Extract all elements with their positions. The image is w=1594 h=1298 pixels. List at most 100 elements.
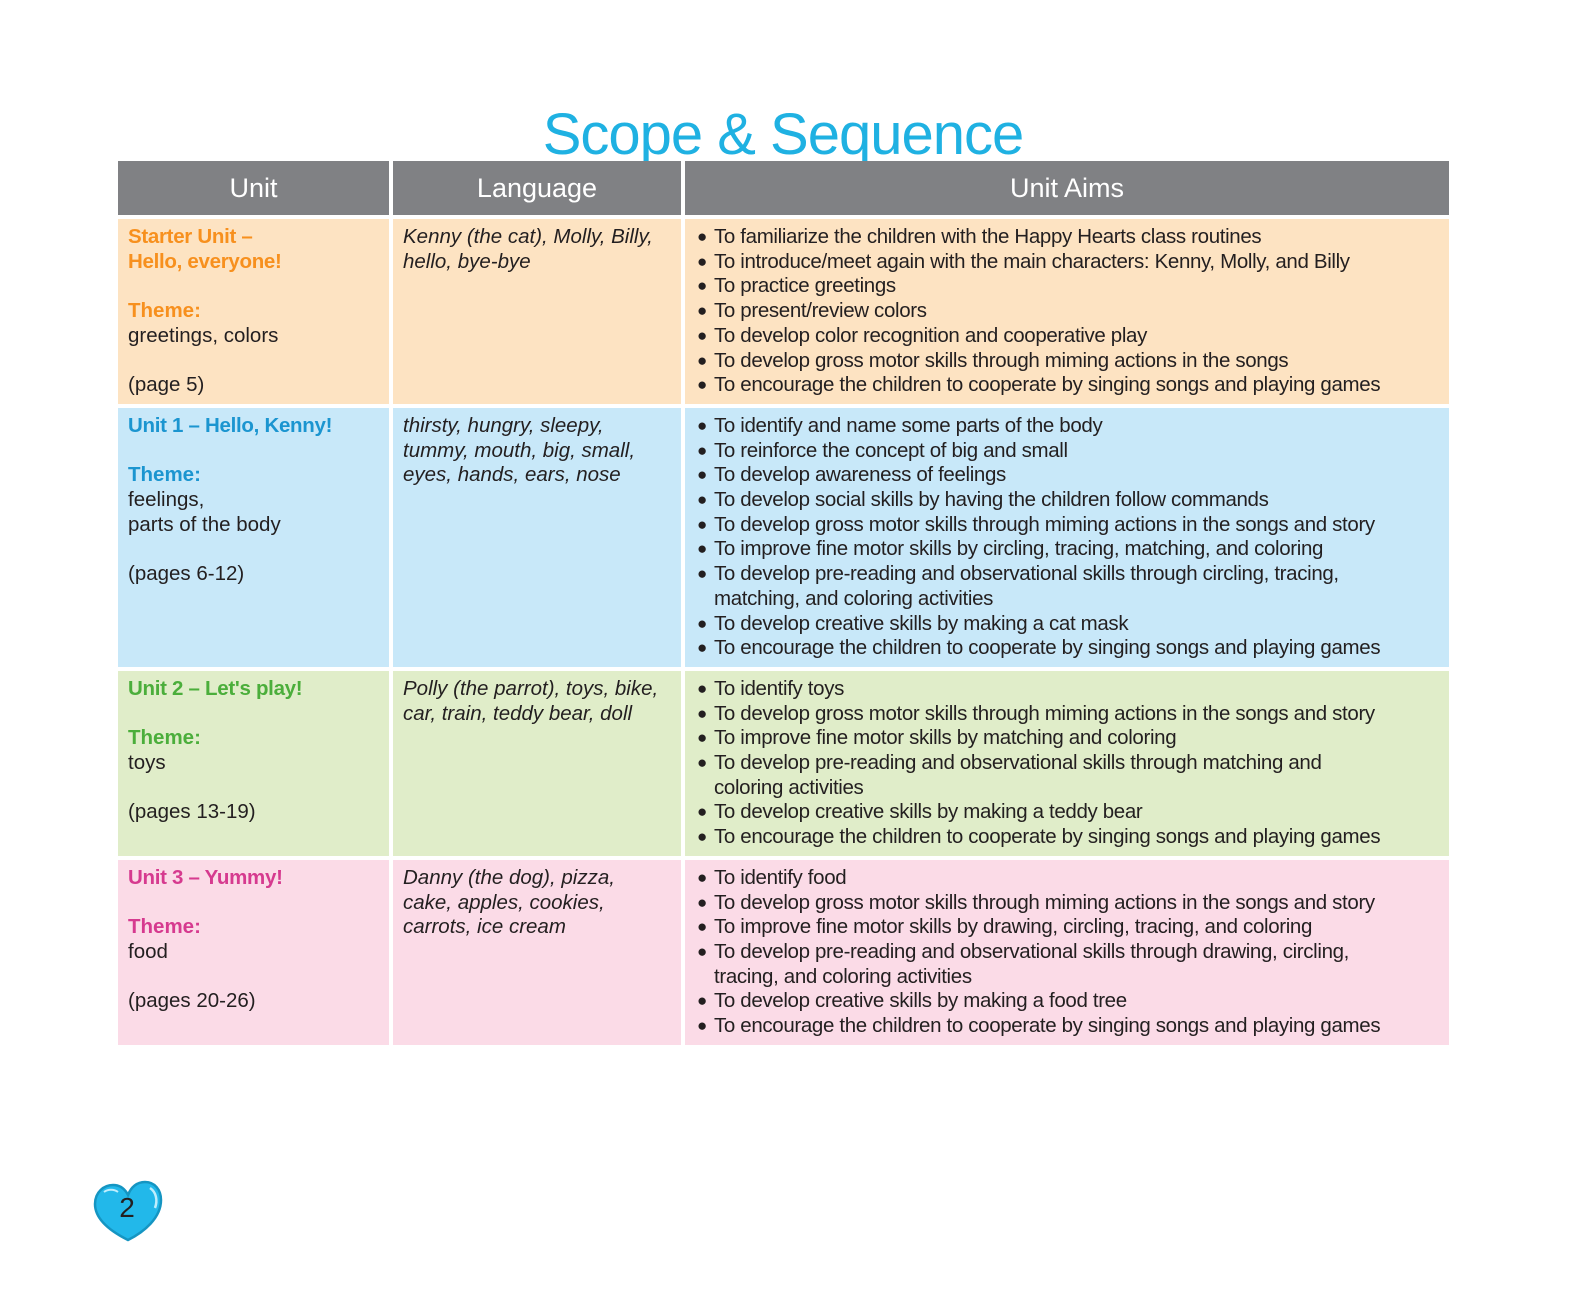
bullet-icon: ● [697, 802, 707, 822]
aim-item: ● To develop creative skills by making a … [697, 612, 1445, 637]
bullet-icon: ● [697, 703, 707, 723]
bullet-icon: ● [697, 440, 707, 460]
aim-item: ● To develop creative skills by making a … [697, 800, 1445, 825]
aims-cell: ● To familiarize the children with the Ha… [685, 219, 1449, 404]
header-unit: Unit [118, 161, 389, 215]
aim-text: To develop gross motor skills through mi… [714, 890, 1375, 914]
bullet-icon: ● [697, 375, 707, 395]
aim-text: To develop creative skills by making a f… [714, 989, 1127, 1013]
theme-text: feelings, parts of the body [128, 488, 281, 536]
aim-item: ● To identify and name some parts of the … [697, 414, 1445, 439]
bullet-icon: ● [697, 325, 707, 345]
aim-text: To improve fine motor skills by circling… [714, 537, 1324, 561]
bullet-icon: ● [697, 539, 707, 559]
theme-label: Theme: [128, 915, 201, 939]
aim-text: To introduce/meet again with the main ch… [714, 249, 1350, 273]
aim-text: To develop pre-reading and observational… [714, 562, 1339, 610]
aims-cell: ● To identify toys ● To develop gross motor… [685, 670, 1449, 856]
aim-item: ● To develop color recognition and cooper… [697, 324, 1445, 349]
bullet-icon: ● [697, 753, 707, 773]
aim-item: ● To encourage the children to cooperate … [697, 825, 1445, 850]
aim-item: ● To encourage the children to cooperate … [697, 1014, 1445, 1039]
aim-item: ● To improve fine motor skills by circlin… [697, 537, 1445, 562]
aim-item: ● To improve fine motor skills by drawing… [697, 915, 1445, 940]
aim-item: ● To develop pre-reading and observationa… [697, 751, 1445, 800]
pages-ref: (pages 13-19) [128, 800, 256, 824]
aim-item: ● To develop gross motor skills through m… [697, 891, 1445, 916]
aim-text: To develop color recognition and coopera… [714, 323, 1147, 347]
bullet-icon: ● [697, 514, 707, 534]
theme-label: Theme: [128, 299, 201, 323]
aim-item: ● To develop awareness of feelings [697, 463, 1445, 488]
aim-text: To reinforce the concept of big and smal… [714, 438, 1068, 462]
aim-text: To develop gross motor skills through mi… [714, 701, 1375, 725]
bullet-icon: ● [697, 991, 707, 1011]
theme-text: greetings, colors [128, 323, 279, 347]
unit-cell: Unit 2 – Let's play! Theme: toys (pages 13-… [118, 670, 389, 856]
aim-item: ● To identify toys [697, 677, 1445, 702]
aim-item: ● To identify food [697, 866, 1445, 891]
aim-text: To identify toys [714, 676, 844, 700]
header-language: Language [393, 161, 681, 215]
bullet-icon: ● [697, 892, 707, 912]
aim-item: ● To develop gross motor skills through m… [697, 513, 1445, 538]
heart-icon [93, 1180, 163, 1242]
bullet-icon: ● [697, 350, 707, 370]
pages-ref: (pages 20-26) [128, 989, 256, 1013]
bullet-icon: ● [697, 227, 707, 246]
aims-cell: ● To identify food ● To develop gross motor… [685, 859, 1449, 1045]
aim-text: To practice greetings [714, 274, 896, 298]
theme-text: toys [128, 751, 166, 775]
pages-ref: (page 5) [128, 373, 205, 397]
aim-item: ● To present/review colors [697, 299, 1445, 324]
bullet-icon: ● [697, 827, 707, 847]
bullet-icon: ● [697, 465, 707, 485]
aim-text: To develop gross motor skills through mi… [714, 512, 1375, 536]
theme-label: Theme: [128, 726, 201, 750]
unit-title: Starter Unit – Hello, everyone! [128, 225, 282, 273]
aim-item: ● To develop pre-reading and observationa… [697, 940, 1445, 989]
unit-title: Unit 3 – Yummy! [128, 865, 283, 889]
bullet-icon: ● [697, 490, 707, 510]
aim-text: To identify and name some parts of the b… [714, 413, 1103, 437]
page-title: Scope & Sequence [542, 101, 1025, 167]
bullet-icon: ● [697, 728, 707, 748]
aim-text: To familiarize the children with the Hap… [714, 225, 1262, 248]
aim-text: To develop social skills by having the c… [714, 488, 1269, 512]
bullet-icon: ● [697, 867, 707, 887]
unit-cell: Starter Unit – Hello, everyone! Theme: gre… [118, 219, 389, 404]
aim-text: To develop gross motor skills through mi… [714, 348, 1289, 372]
aim-text: To present/review colors [714, 299, 927, 323]
unit-cell: Unit 3 – Yummy! Theme: food (pages 20-26) [118, 859, 389, 1045]
bullet-icon: ● [697, 415, 707, 435]
aim-item: ● To familiarize the children with the Ha… [697, 225, 1445, 250]
aim-text: To identify food [714, 865, 847, 889]
aim-text: To develop pre-reading and observational… [714, 939, 1350, 988]
aims-cell: ● To identify and name some parts of the … [685, 407, 1449, 667]
bullet-icon: ● [697, 941, 707, 961]
aim-item: ● To introduce/meet again with the main c… [697, 250, 1445, 275]
aim-text: To encourage the children to cooperate b… [714, 1014, 1381, 1038]
theme-text: food [128, 939, 168, 963]
scope-sequence-table: Unit Language Unit Aims Starter Unit – H… [118, 161, 1449, 1045]
aim-text: To develop creative skills by making a t… [714, 800, 1143, 824]
bullet-icon: ● [697, 678, 707, 698]
bullet-icon: ● [697, 301, 707, 321]
aim-text: To encourage the children to cooperate b… [714, 373, 1381, 397]
aim-item: ● To develop creative skills by making a … [697, 989, 1445, 1014]
aim-item: ● To develop social skills by having the … [697, 488, 1445, 513]
bullet-icon: ● [697, 613, 707, 633]
language-cell: Kenny (the cat), Molly, Billy, hello, by… [393, 219, 681, 404]
bullet-icon: ● [697, 251, 707, 271]
language-cell: thirsty, hungry, sleepy, tummy, mouth, b… [393, 407, 681, 667]
aim-text: To develop awareness of feelings [714, 463, 1006, 487]
aim-text: To improve fine motor skills by drawing,… [714, 915, 1313, 939]
aim-item: ● To reinforce the concept of big and sma… [697, 439, 1445, 464]
aim-text: To develop pre-reading and observational… [714, 751, 1322, 799]
aim-text: To encourage the children to cooperate b… [714, 636, 1381, 660]
bullet-icon: ● [697, 917, 707, 937]
language-cell: Polly (the parrot), toys, bike, car, tra… [393, 670, 681, 856]
aim-text: To improve fine motor skills by matching… [714, 726, 1177, 750]
bullet-icon: ● [697, 638, 707, 658]
page-number: 2 [119, 1192, 135, 1223]
